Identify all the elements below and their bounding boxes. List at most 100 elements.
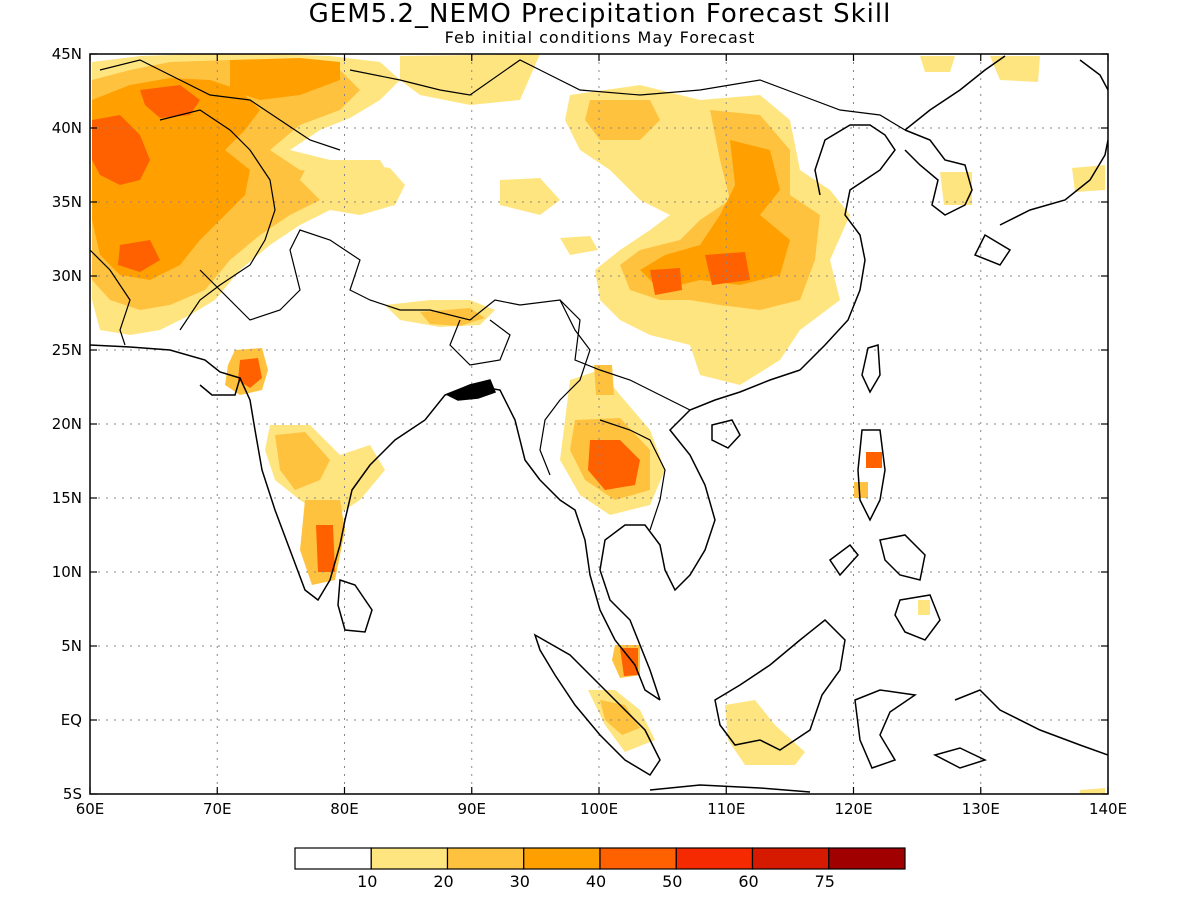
- skill-shading-layer: [92, 54, 1105, 794]
- lon-tick-label: 100E: [580, 800, 618, 818]
- coastline: [446, 379, 496, 401]
- coastline: [1079, 59, 1108, 91]
- colorbar-label: 30: [510, 872, 530, 891]
- skill-area: [275, 432, 330, 490]
- coastline: [533, 633, 661, 777]
- lat-tick-label: 30N: [52, 267, 82, 285]
- lon-tick-label: 140E: [1089, 800, 1127, 818]
- colorbar-swatch: [599, 847, 677, 870]
- skill-area: [940, 172, 972, 205]
- latitude-labels: 5S EQ 5N 10N 15N 20N 25N 30N 35N 40N 45N: [52, 45, 82, 803]
- colorbar-swatch: [370, 847, 449, 870]
- colorbar-label: 60: [738, 872, 758, 891]
- skill-area: [585, 100, 660, 140]
- border: [539, 299, 591, 476]
- skill-area: [918, 600, 930, 615]
- lat-tick-label: 5N: [61, 637, 82, 655]
- skill-area: [118, 240, 160, 272]
- lat-tick-label: 35N: [52, 193, 82, 211]
- coastline: [861, 344, 881, 394]
- coastline: [599, 369, 801, 701]
- border: [599, 419, 666, 531]
- colorbar-swatch: [828, 847, 906, 870]
- skill-area: [92, 115, 150, 185]
- lon-tick-label: 130E: [962, 800, 1000, 818]
- plot-title: GEM5.2_NEMO Precipitation Forecast Skill: [308, 0, 892, 29]
- border: [349, 59, 906, 131]
- lat-tick-label: 45N: [52, 45, 82, 63]
- skill-area: [705, 252, 750, 285]
- coastline: [90, 344, 241, 396]
- lat-tick-label: EQ: [61, 711, 82, 729]
- skill-area: [600, 700, 640, 735]
- lon-tick-label: 120E: [834, 800, 872, 818]
- coastline: [999, 139, 1108, 226]
- border: [449, 319, 511, 366]
- coastline: [854, 689, 918, 769]
- longitude-labels: 60E 70E 80E 90E 100E 110E 120E 130E 140E: [76, 800, 1127, 818]
- skill-area: [400, 54, 540, 105]
- colorbar-label: 10: [357, 872, 377, 891]
- coastline: [879, 534, 926, 581]
- skill-area: [920, 56, 955, 72]
- coastline: [904, 55, 1006, 131]
- coastlines: [90, 55, 1108, 793]
- colorbar-label: 20: [433, 872, 453, 891]
- lon-tick-label: 80E: [330, 800, 359, 818]
- border: [199, 229, 691, 411]
- coastline: [828, 543, 859, 577]
- skill-area: [230, 58, 340, 100]
- skill-area: [854, 482, 868, 498]
- plot-subtitle: Feb initial conditions May Forecast: [444, 28, 756, 47]
- colorbar-swatch: [294, 847, 372, 870]
- colorbar: 10 20 30 40 50 60 75: [294, 847, 906, 891]
- skill-area: [500, 178, 560, 215]
- coastline: [973, 233, 1012, 266]
- colorbar-swatch: [446, 847, 525, 870]
- colorbar-swatch: [751, 847, 830, 870]
- skill-area: [990, 56, 1040, 82]
- skill-area: [1072, 165, 1105, 192]
- coastline: [904, 129, 973, 216]
- lon-tick-label: 90E: [457, 800, 486, 818]
- axis-ticks: [89, 53, 1109, 795]
- colorbar-swatch: [523, 847, 601, 870]
- lat-tick-label: 15N: [52, 489, 82, 507]
- skill-area: [300, 160, 395, 205]
- coastline: [337, 578, 373, 633]
- skill-area: [560, 236, 598, 255]
- lat-tick-label: 20N: [52, 415, 82, 433]
- skill-area: [238, 358, 262, 388]
- colorbar-label: 50: [662, 872, 682, 891]
- border: [159, 109, 276, 331]
- colorbar-swatch: [675, 847, 754, 870]
- skill-area: [588, 440, 640, 490]
- colorbar-label: 40: [586, 872, 606, 891]
- coastline: [799, 124, 896, 371]
- lat-tick-label: 25N: [52, 341, 82, 359]
- skill-area: [725, 700, 805, 765]
- skill-area: [640, 140, 790, 290]
- lat-tick-label: 10N: [52, 563, 82, 581]
- lat-tick-label: 40N: [52, 119, 82, 137]
- coastline: [539, 479, 661, 701]
- skill-area: [420, 308, 485, 326]
- map-gridlines: [90, 54, 1108, 794]
- skill-area: [650, 268, 682, 295]
- skill-area: [140, 85, 200, 118]
- coastline: [649, 784, 811, 793]
- skill-area: [866, 452, 882, 468]
- lon-tick-label: 70E: [203, 800, 232, 818]
- coastline: [857, 429, 886, 522]
- coastline: [932, 747, 988, 769]
- coastline: [954, 689, 1108, 756]
- coastline: [714, 618, 846, 751]
- border: [99, 59, 341, 151]
- skill-area: [1080, 788, 1105, 794]
- border: [90, 249, 131, 346]
- skill-area: [316, 525, 335, 572]
- coastline: [894, 594, 941, 641]
- lon-tick-label: 60E: [76, 800, 105, 818]
- coastline: [711, 419, 741, 449]
